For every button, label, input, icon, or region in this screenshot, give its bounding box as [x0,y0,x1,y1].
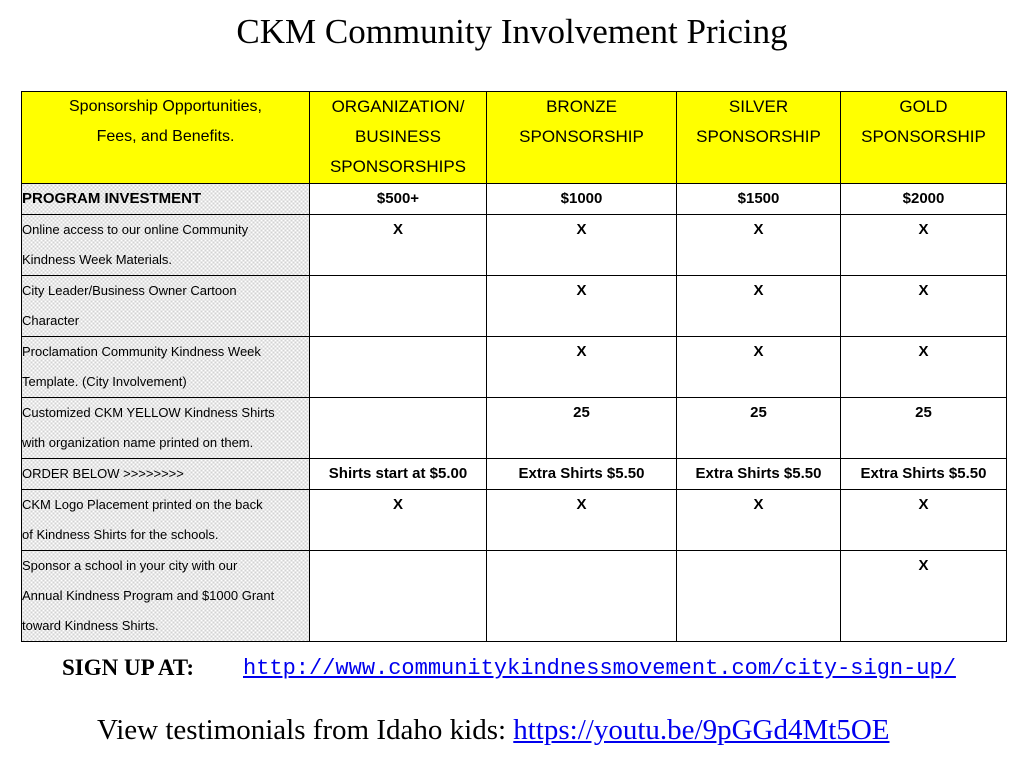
table-row: Online access to our online Community Ki… [21,214,1007,276]
cell-bronze: X [486,336,677,398]
table-header-row: Sponsorship Opportunities, Fees, and Ben… [21,91,1007,184]
header-organization-line: SPONSORSHIPS [329,157,467,176]
cell-organization [309,275,487,337]
header-bronze-cell: BRONZE SPONSORSHIP [486,91,677,184]
cell-bronze: 25 [486,397,677,459]
row-label: PROGRAM INVESTMENT [21,183,310,215]
page-title: CKM Community Involvement Pricing [236,12,788,51]
row-label-line: Proclamation Community Kindness Week [22,344,261,359]
header-silver-line: SILVER [728,97,789,116]
row-label-line: Kindness Week Materials. [22,252,173,267]
cell-silver: 25 [676,397,841,459]
signup-link[interactable]: http://www.communitykindnessmovement.com… [243,656,956,681]
cell-silver: X [676,275,841,337]
row-label: Proclamation Community Kindness Week Tem… [21,336,310,398]
cell-bronze: X [486,275,677,337]
header-description-line: Sponsorship Opportunities, [69,98,262,115]
row-label-line: Character [22,313,80,328]
table-row: City Leader/Business Owner Cartoon Chara… [21,275,1007,337]
row-label-line: Annual Kindness Program and $1000 Grant [22,588,275,603]
row-label-line: Template. (City Involvement) [22,374,187,389]
row-label: Sponsor a school in your city with our A… [21,550,310,642]
row-label: CKM Logo Placement printed on the back o… [21,489,310,551]
cell-silver: X [676,489,841,551]
row-label: Customized CKM YELLOW Kindness Shirts wi… [21,397,310,459]
header-silver-cell: SILVER SPONSORSHIP [676,91,841,184]
cell-bronze: X [486,489,677,551]
cell-silver: Extra Shirts $5.50 [676,458,841,490]
cell-silver: X [676,214,841,276]
table-row: Sponsor a school in your city with our A… [21,550,1007,642]
cell-silver [676,550,841,642]
row-label-line: Online access to our online Community [22,222,249,237]
testimonials-text: View testimonials from Idaho kids: [97,714,514,746]
table-row: CKM Logo Placement printed on the back o… [21,489,1007,551]
table-row: PROGRAM INVESTMENT $500+ $1000 $1500 $20… [21,183,1007,215]
header-silver-line: SPONSORSHIP [696,127,821,146]
header-gold-line: GOLD [899,97,948,116]
header-description-cell: Sponsorship Opportunities, Fees, and Ben… [21,91,310,184]
row-label: ORDER BELOW >>>>>>>> [21,458,310,490]
cell-silver: X [676,336,841,398]
header-organization-line: ORGANIZATION/ [331,97,465,116]
cell-organization: Shirts start at $5.00 [309,458,487,490]
row-label-line: ORDER BELOW >>>>>>>> [22,466,184,481]
testimonials-link[interactable]: https://youtu.be/9pGGd4Mt5OE [513,714,890,746]
cell-bronze [486,550,677,642]
header-organization-line: BUSINESS [355,127,441,146]
cell-organization: X [309,489,487,551]
cell-gold: X [840,214,1007,276]
header-description-line: Fees, and Benefits. [96,128,235,145]
row-label-line: toward Kindness Shirts. [22,618,159,633]
pricing-table: Sponsorship Opportunities, Fees, and Ben… [21,91,1007,642]
row-label: City Leader/Business Owner Cartoon Chara… [21,275,310,337]
header-bronze-line: BRONZE [546,97,617,116]
table-row: Proclamation Community Kindness Week Tem… [21,336,1007,398]
cell-gold: $2000 [840,183,1007,215]
cell-gold: 25 [840,397,1007,459]
cell-organization [309,550,487,642]
cell-organization [309,336,487,398]
cell-gold: X [840,550,1007,642]
table-row: Customized CKM YELLOW Kindness Shirts wi… [21,397,1007,459]
cell-organization: X [309,214,487,276]
row-label-line: PROGRAM INVESTMENT [22,190,202,207]
header-gold-cell: GOLD SPONSORSHIP [840,91,1007,184]
cell-gold: X [840,336,1007,398]
cell-bronze: X [486,214,677,276]
row-label-line: with organization name printed on them. [22,435,254,450]
row-label-line: City Leader/Business Owner Cartoon [22,283,237,298]
header-gold-line: SPONSORSHIP [861,127,986,146]
cell-bronze: Extra Shirts $5.50 [486,458,677,490]
row-label: Online access to our online Community Ki… [21,214,310,276]
row-label-line: of Kindness Shirts for the schools. [22,527,219,542]
table-row: ORDER BELOW >>>>>>>> Shirts start at $5.… [21,458,1007,490]
cell-silver: $1500 [676,183,841,215]
cell-bronze: $1000 [486,183,677,215]
cell-organization [309,397,487,459]
header-organization-cell: ORGANIZATION/ BUSINESS SPONSORSHIPS [309,91,487,184]
cell-organization: $500+ [309,183,487,215]
cell-gold: X [840,489,1007,551]
cell-gold: Extra Shirts $5.50 [840,458,1007,490]
row-label-line: Customized CKM YELLOW Kindness Shirts [22,405,275,420]
testimonials-line: View testimonials from Idaho kids: https… [97,714,889,747]
header-bronze-line: SPONSORSHIP [519,127,644,146]
signup-label: SIGN UP AT: [62,655,195,680]
cell-gold: X [840,275,1007,337]
row-label-line: Sponsor a school in your city with our [22,558,238,573]
row-label-line: CKM Logo Placement printed on the back [22,497,263,512]
